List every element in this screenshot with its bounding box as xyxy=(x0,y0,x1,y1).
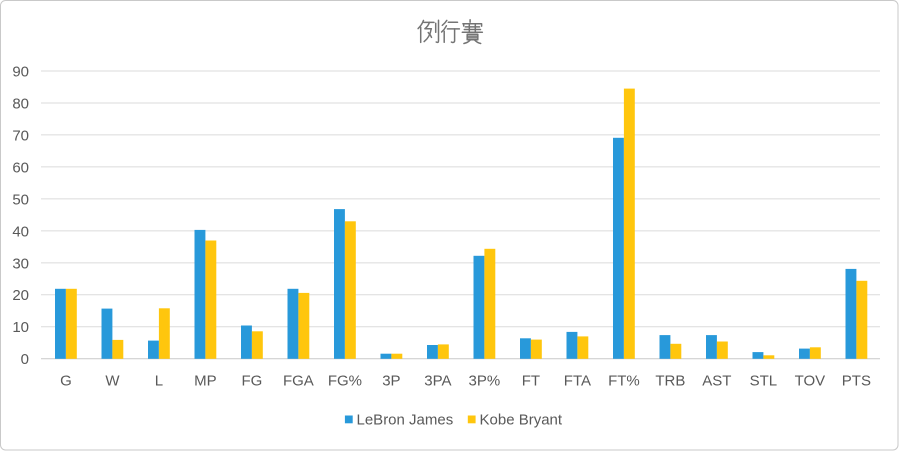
svg-text:L: L xyxy=(155,373,163,390)
svg-text:AST: AST xyxy=(702,373,731,390)
svg-text:10: 10 xyxy=(12,319,29,336)
svg-text:TRB: TRB xyxy=(655,373,685,390)
svg-text:FGA: FGA xyxy=(283,373,314,390)
svg-text:70: 70 xyxy=(12,127,29,144)
svg-text:20: 20 xyxy=(12,287,29,304)
svg-text:FG: FG xyxy=(241,373,262,390)
svg-text:60: 60 xyxy=(12,159,29,176)
svg-text:PTS: PTS xyxy=(842,373,871,390)
svg-text:FT: FT xyxy=(522,373,540,390)
svg-text:FG%: FG% xyxy=(328,373,362,390)
svg-text:MP: MP xyxy=(194,373,217,390)
svg-text:FTA: FTA xyxy=(564,373,591,390)
svg-text:3P%: 3P% xyxy=(469,373,501,390)
svg-text:50: 50 xyxy=(12,191,29,208)
svg-text:3PA: 3PA xyxy=(424,373,451,390)
svg-text:FT%: FT% xyxy=(608,373,640,390)
svg-text:Kobe Bryant: Kobe Bryant xyxy=(480,411,563,428)
svg-text:0: 0 xyxy=(21,351,29,368)
svg-text:TOV: TOV xyxy=(795,373,826,390)
svg-text:STL: STL xyxy=(750,373,778,390)
svg-text:30: 30 xyxy=(12,255,29,272)
svg-text:LeBron James: LeBron James xyxy=(357,411,454,428)
svg-text:3P: 3P xyxy=(382,373,400,390)
svg-text:G: G xyxy=(60,373,72,390)
svg-text:90: 90 xyxy=(12,63,29,80)
svg-text:W: W xyxy=(105,373,120,390)
svg-text:40: 40 xyxy=(12,223,29,240)
svg-text:80: 80 xyxy=(12,95,29,112)
